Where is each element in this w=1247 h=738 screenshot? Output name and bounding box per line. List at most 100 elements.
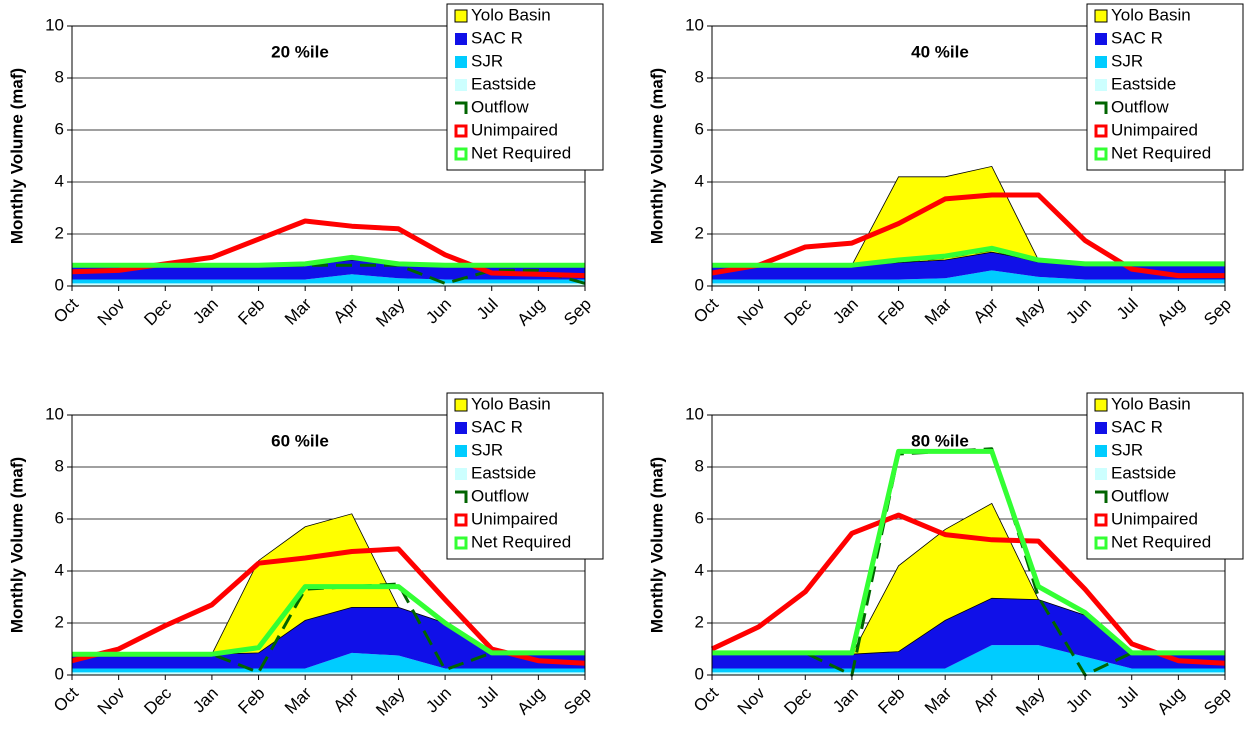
y-tick-label: 4 — [55, 171, 64, 190]
x-tick-label: Nov — [734, 683, 769, 718]
x-tick-label: Oct — [690, 683, 722, 715]
area-0 — [712, 502, 1225, 655]
legend-swatch — [1095, 56, 1107, 68]
x-tick-label: Sep — [560, 295, 595, 330]
legend-label: Outflow — [471, 97, 529, 116]
legend-swatch — [455, 56, 467, 68]
x-tick-label: Jan — [829, 684, 862, 717]
legend-label: Outflow — [1111, 486, 1169, 505]
chart-title: 20 %ile — [271, 42, 329, 61]
x-tick-label: Oct — [690, 294, 722, 326]
legend-swatch — [455, 79, 467, 91]
legend-swatch — [1095, 422, 1107, 434]
legend-swatch — [455, 445, 467, 457]
legend-box — [446, 3, 604, 171]
legend-label: SJR — [1111, 51, 1143, 70]
y-tick-label: 2 — [695, 612, 704, 631]
x-tick-label: Jan — [189, 684, 222, 717]
legend-label: Eastside — [471, 74, 536, 93]
y-tick-label: 2 — [695, 223, 704, 242]
chart-title: 60 %ile — [271, 431, 329, 450]
legend-label: Yolo Basin — [471, 5, 551, 24]
legend-swatch — [1095, 445, 1107, 457]
legend-label: Net Required — [1111, 532, 1211, 551]
x-tick-label: Jun — [422, 684, 455, 717]
line-6 — [712, 448, 1225, 656]
y-tick-label: 8 — [695, 67, 704, 86]
area-1 — [712, 598, 1225, 669]
x-tick-label: Jan — [829, 295, 862, 328]
x-tick-label: Dec — [140, 294, 175, 329]
y-tick-label: 2 — [55, 612, 64, 631]
x-tick-label: Dec — [780, 683, 815, 718]
y-tick-label: 10 — [685, 404, 704, 423]
legend-swatch — [454, 398, 468, 412]
y-tick-label: 0 — [55, 275, 64, 294]
legend-box — [1086, 3, 1244, 171]
x-tick-label: Sep — [1200, 684, 1235, 719]
legend-swatch — [1095, 468, 1107, 480]
legend-swatch — [1095, 33, 1107, 45]
x-tick-label: Nov — [94, 294, 129, 329]
legend-label: Unimpaired — [471, 120, 558, 139]
legend-swatch — [454, 147, 468, 161]
x-tick-label: Jul — [1113, 684, 1142, 713]
y-tick-label: 8 — [695, 456, 704, 475]
x-tick-label: Feb — [874, 295, 908, 329]
x-tick-label: Feb — [234, 295, 268, 329]
y-tick-label: 0 — [695, 275, 704, 294]
x-tick-label: May — [372, 294, 408, 330]
y-tick-label: 0 — [55, 664, 64, 683]
legend-swatch — [454, 536, 468, 550]
legend-swatch — [455, 33, 467, 45]
area-3 — [712, 283, 1225, 286]
legend-label: Yolo Basin — [471, 394, 551, 413]
x-tick-label: Mar — [281, 294, 315, 328]
x-tick-label: Mar — [921, 683, 955, 717]
legend-label: SJR — [471, 440, 503, 459]
x-tick-label: May — [1012, 683, 1048, 719]
legend-label: Outflow — [1111, 97, 1169, 116]
x-tick-label: Jul — [473, 684, 502, 713]
legend-label: SJR — [1111, 440, 1143, 459]
chart-panel: 0 2 4 6 8 10 Oct Nov Dec Jan Feb Mar Apr May Jun Jul Aug… — [647, 392, 1244, 720]
y-tick-label: 6 — [55, 119, 64, 138]
area-1 — [72, 260, 585, 280]
legend-swatch — [1094, 536, 1108, 550]
x-tick-label: Nov — [734, 294, 769, 329]
legend-swatch — [1095, 79, 1107, 91]
legend-label: Unimpaired — [471, 509, 558, 528]
legend-swatch — [1095, 101, 1108, 114]
legend-label: Yolo Basin — [1111, 394, 1191, 413]
x-tick-label: Feb — [234, 684, 268, 718]
x-tick-label: Feb — [874, 684, 908, 718]
y-tick-label: 4 — [695, 171, 704, 190]
chart-panel: 0 2 4 6 8 10 Oct Nov Dec Jan Feb Mar Apr May Jun Jul Aug… — [7, 392, 604, 720]
legend-box — [1086, 392, 1244, 560]
legend-label: SJR — [471, 51, 503, 70]
legend-swatch — [454, 513, 468, 527]
line-6 — [72, 584, 585, 657]
legend-label: SAC R — [1111, 28, 1163, 47]
legend-swatch — [1094, 9, 1108, 23]
y-tick-label: 0 — [695, 664, 704, 683]
area-1 — [72, 607, 585, 669]
area-2 — [712, 645, 1225, 673]
y-axis-label: Monthly Volume (maf) — [7, 457, 26, 633]
y-tick-label: 6 — [695, 119, 704, 138]
x-tick-label: Apr — [970, 683, 1002, 715]
y-tick-label: 8 — [55, 67, 64, 86]
legend-swatch — [1094, 398, 1108, 412]
y-tick-label: 6 — [55, 508, 64, 527]
area-0 — [72, 513, 585, 655]
x-tick-label: Oct — [50, 683, 82, 715]
legend-swatch — [455, 101, 468, 114]
legend-swatch — [455, 490, 468, 503]
area-2 — [72, 652, 585, 673]
line-6 — [712, 245, 1225, 268]
y-tick-label: 10 — [45, 404, 64, 423]
y-axis-label: Monthly Volume (maf) — [647, 68, 666, 244]
legend-swatch — [455, 422, 467, 434]
area-3 — [712, 672, 1225, 675]
legend-label: SAC R — [471, 417, 523, 436]
